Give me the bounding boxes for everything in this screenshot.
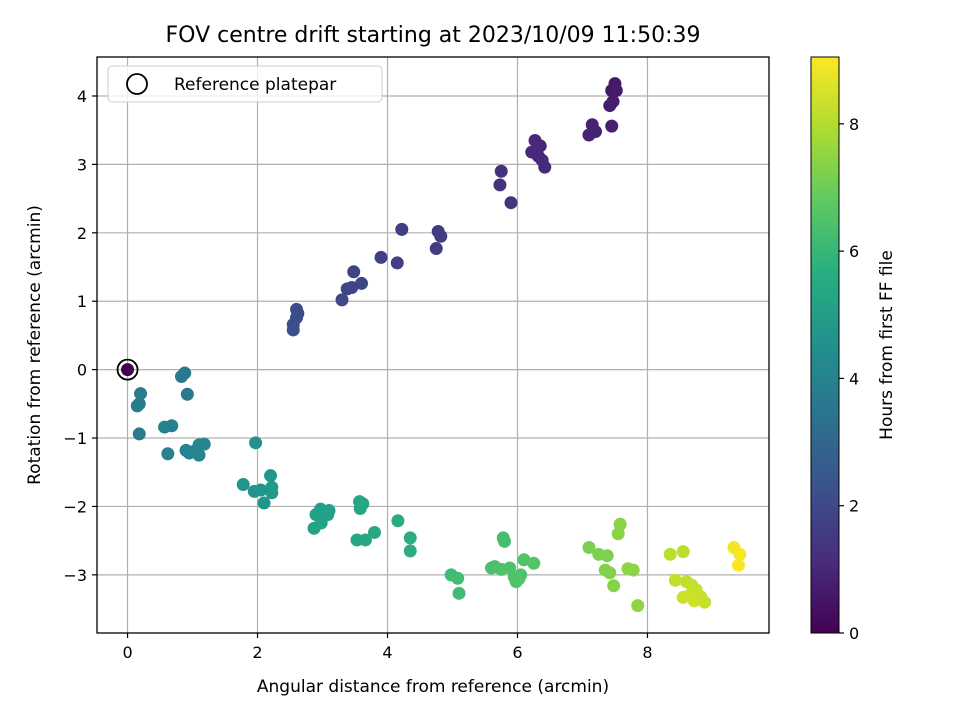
data-point xyxy=(390,256,404,270)
data-points xyxy=(116,77,747,613)
x-axis-label: Angular distance from reference (arcmin) xyxy=(257,677,609,697)
x-tick-label: 2 xyxy=(252,643,262,662)
data-point xyxy=(497,534,511,548)
data-point xyxy=(134,387,148,401)
y-tick-label: 0 xyxy=(77,361,87,380)
data-point xyxy=(174,369,188,383)
data-point xyxy=(180,387,194,401)
chart-title: FOV centre drift starting at 2023/10/09 … xyxy=(166,23,701,48)
data-point xyxy=(403,544,417,558)
y-tick-label: 2 xyxy=(77,224,87,243)
data-point xyxy=(504,196,518,210)
data-point xyxy=(286,323,300,337)
data-point xyxy=(668,573,682,587)
data-point xyxy=(631,599,645,613)
data-point xyxy=(347,265,361,279)
data-point xyxy=(130,399,144,413)
reference-platepar-marker xyxy=(116,358,139,381)
data-point xyxy=(609,84,623,98)
x-axis-ticks: 0 2 4 6 8 xyxy=(122,633,653,662)
data-point xyxy=(733,547,747,561)
data-point xyxy=(527,556,541,570)
y-tick-label: −1 xyxy=(63,429,87,448)
colorbar-tick-label: 6 xyxy=(849,242,859,261)
x-tick-label: 0 xyxy=(122,643,132,662)
data-point xyxy=(517,553,531,567)
data-point xyxy=(265,486,279,500)
data-point xyxy=(509,575,523,589)
grid-lines xyxy=(97,57,769,633)
data-point xyxy=(368,525,382,539)
legend-box xyxy=(107,65,383,103)
data-point xyxy=(451,571,465,585)
data-point xyxy=(391,514,405,528)
data-point xyxy=(603,566,617,580)
data-point xyxy=(582,540,596,554)
data-point xyxy=(158,420,172,434)
data-point xyxy=(687,594,701,608)
data-point xyxy=(132,427,146,441)
data-point xyxy=(698,595,712,609)
data-point xyxy=(434,229,448,243)
y-tick-label: 4 xyxy=(77,87,87,106)
data-point xyxy=(676,545,690,559)
colorbar-label: Hours from first FF file xyxy=(877,250,897,440)
data-point xyxy=(353,501,367,515)
data-point xyxy=(121,363,135,377)
data-point xyxy=(374,250,388,264)
y-tick-label: 1 xyxy=(77,292,87,311)
data-point xyxy=(493,178,507,192)
data-point xyxy=(582,128,596,142)
data-point xyxy=(607,579,621,593)
data-point xyxy=(335,293,349,307)
legend-label: Reference platepar xyxy=(174,75,336,95)
legend: Reference platepar xyxy=(107,65,383,103)
data-point xyxy=(731,558,745,572)
data-point xyxy=(257,496,271,510)
x-tick-label: 6 xyxy=(512,643,522,662)
x-tick-label: 4 xyxy=(382,643,392,662)
colorbar-tick-label: 4 xyxy=(849,369,859,388)
data-point xyxy=(358,533,372,547)
data-point xyxy=(395,222,409,236)
data-point xyxy=(452,586,466,600)
colorbar-gradient xyxy=(810,56,840,634)
data-point xyxy=(494,164,508,178)
data-point xyxy=(600,549,614,563)
x-tick-label: 8 xyxy=(642,643,652,662)
data-point xyxy=(307,521,321,535)
data-point xyxy=(264,469,278,483)
data-point xyxy=(249,436,263,450)
data-point xyxy=(603,99,617,113)
y-tick-label: −2 xyxy=(63,497,87,516)
data-point xyxy=(340,282,354,296)
data-point xyxy=(605,119,619,133)
y-axis-label: Rotation from reference (arcmin) xyxy=(25,205,45,485)
data-point xyxy=(538,160,552,174)
data-point xyxy=(355,276,369,290)
data-point xyxy=(429,242,443,256)
colorbar: 0 2 4 6 8 Hours from first FF file xyxy=(810,56,897,643)
data-point xyxy=(403,531,417,545)
data-point xyxy=(254,483,268,497)
y-tick-label: −3 xyxy=(63,566,87,585)
data-point xyxy=(189,443,203,457)
y-axis-ticks: −3 −2 −1 0 1 2 3 4 xyxy=(63,87,97,585)
colorbar-ticks: 0 2 4 6 8 xyxy=(839,115,859,643)
legend-marker xyxy=(126,73,148,95)
y-tick-label: 3 xyxy=(77,155,87,174)
data-point xyxy=(161,447,175,461)
data-point xyxy=(611,527,625,541)
colorbar-tick-label: 2 xyxy=(849,497,859,516)
data-point xyxy=(663,547,677,561)
plot-area-frame xyxy=(96,56,770,634)
data-point xyxy=(626,563,640,577)
colorbar-tick-label: 0 xyxy=(849,624,859,643)
colorbar-tick-label: 8 xyxy=(849,115,859,134)
data-point xyxy=(236,478,250,492)
